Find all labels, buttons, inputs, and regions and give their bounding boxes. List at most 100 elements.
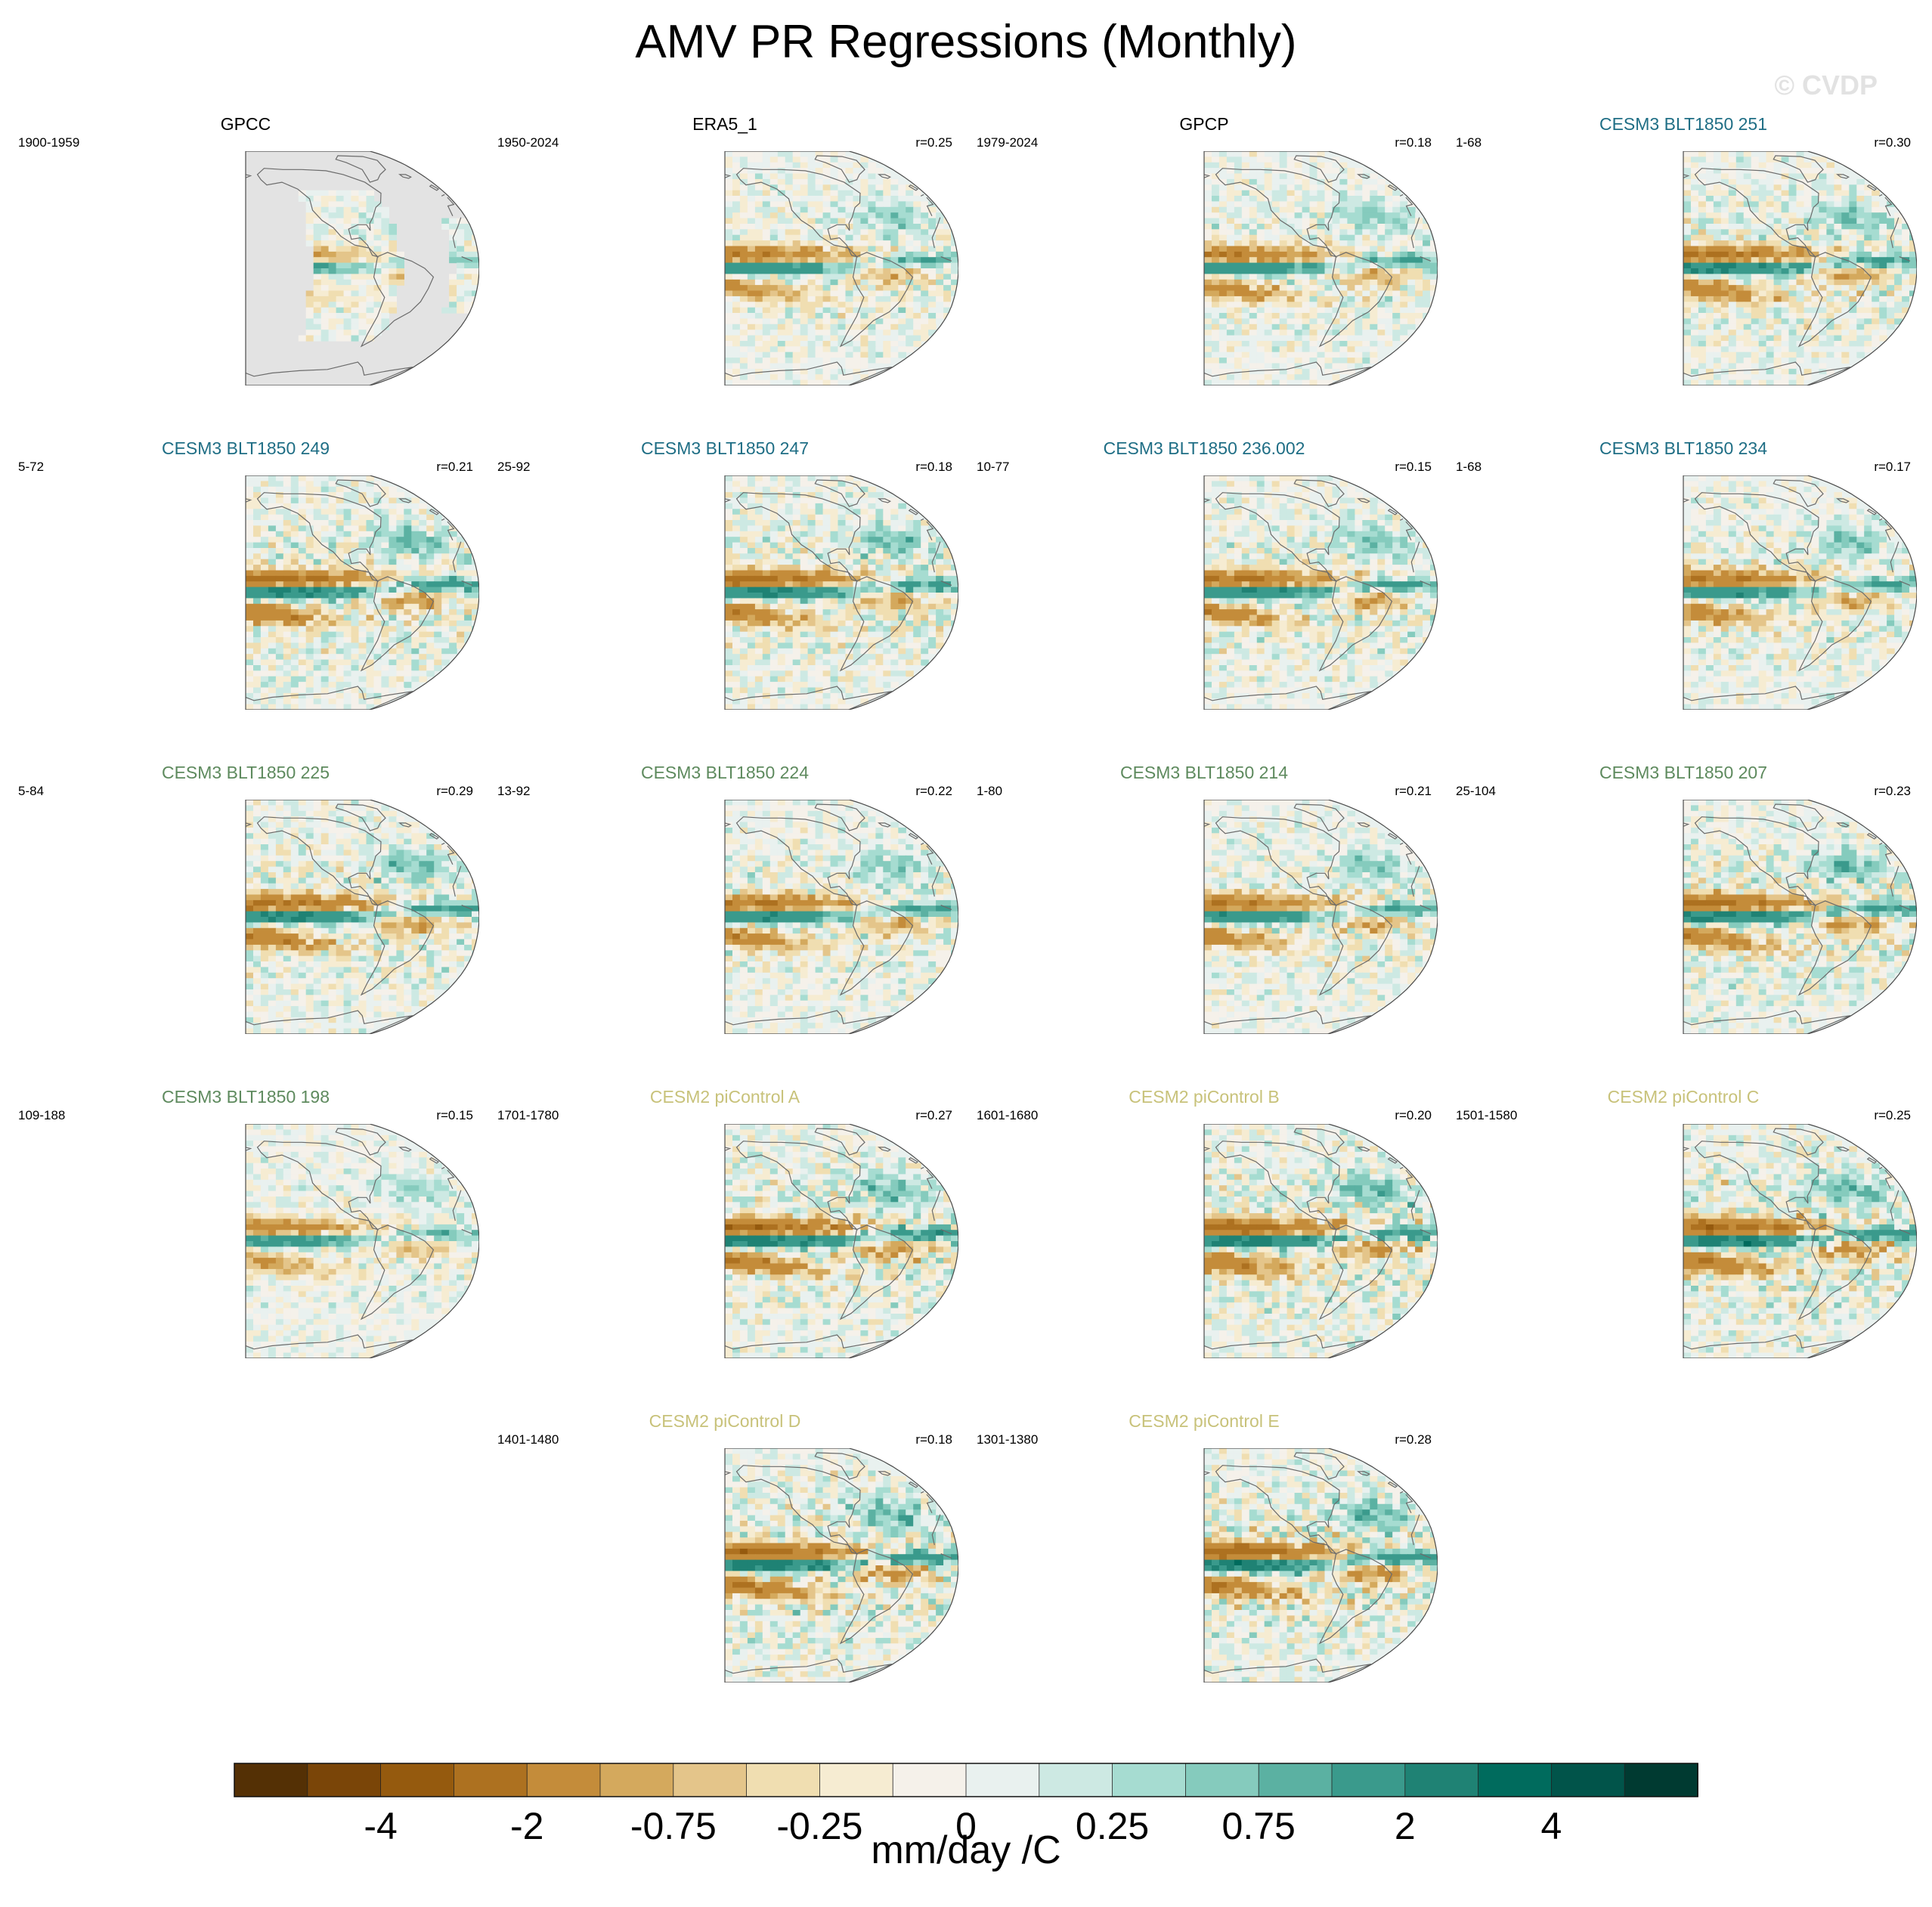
field-cell	[35, 263, 43, 269]
field-cell	[506, 257, 515, 263]
field-cell	[672, 285, 680, 291]
field-cell	[1241, 324, 1250, 330]
field-cell	[1166, 224, 1175, 230]
field-cell	[1286, 268, 1296, 274]
field-cell	[185, 218, 194, 224]
field-cell	[1054, 252, 1062, 258]
field-cell	[514, 308, 522, 314]
field-cell	[1234, 296, 1243, 302]
field-cell	[986, 218, 994, 224]
field-cell	[1076, 196, 1085, 202]
field-cell	[1016, 235, 1024, 241]
field-cell	[649, 352, 658, 358]
field-cell	[1046, 218, 1054, 224]
field-cell	[807, 240, 816, 247]
field-cell	[1106, 257, 1114, 263]
field-cell	[1061, 274, 1070, 280]
field-cell	[605, 184, 613, 190]
field-cell	[1264, 201, 1273, 208]
field-cell	[605, 196, 613, 202]
field-cell	[906, 218, 914, 224]
field-cell	[853, 335, 862, 342]
field-cell	[815, 341, 824, 347]
field-cell	[913, 268, 921, 274]
field-cell	[777, 274, 786, 280]
field-cell	[559, 336, 568, 342]
field-cell	[860, 162, 868, 169]
field-cell	[754, 240, 763, 247]
field-cell	[769, 313, 779, 319]
field-cell	[680, 280, 688, 286]
field-cell	[1385, 234, 1393, 241]
field-cell	[1234, 196, 1243, 202]
field-cell	[739, 290, 748, 297]
field-cell	[1204, 274, 1205, 280]
field-cell	[1091, 252, 1100, 258]
field-cell	[875, 290, 884, 297]
field-cell	[1016, 308, 1024, 314]
field-cell	[336, 290, 345, 297]
field-cell	[464, 290, 472, 297]
field-cell	[574, 352, 583, 358]
field-cell	[1189, 280, 1197, 286]
field-cell	[739, 206, 748, 213]
field-cell	[986, 235, 994, 241]
field-cell	[680, 174, 688, 180]
field-cell	[1204, 168, 1212, 175]
field-cell	[1023, 324, 1032, 330]
field-cell	[457, 296, 465, 302]
field-cell	[845, 262, 854, 269]
field-cell	[1294, 162, 1303, 169]
field-cell	[913, 330, 921, 336]
field-cell	[1084, 235, 1092, 241]
field-cell	[441, 307, 450, 314]
field-cell	[762, 268, 771, 274]
field-cell	[1302, 318, 1311, 325]
field-cell	[464, 240, 472, 247]
field-cell	[993, 246, 1002, 252]
field-cell	[185, 257, 194, 263]
field-cell	[868, 173, 876, 180]
field-cell	[1189, 235, 1197, 241]
field-cell	[875, 324, 884, 330]
precip-field	[491, 151, 958, 385]
field-cell	[1370, 318, 1378, 325]
field-cell	[313, 313, 322, 319]
field-cell	[1054, 235, 1062, 241]
field-cell	[1001, 235, 1009, 241]
field-cell	[1226, 184, 1235, 191]
field-cell	[1362, 313, 1370, 319]
field-cell	[65, 240, 73, 246]
field-cell	[702, 318, 711, 324]
field-cell	[170, 302, 178, 308]
field-cell	[1347, 330, 1355, 336]
field-cell	[1212, 156, 1220, 163]
field-cell	[552, 296, 560, 302]
field-cell	[800, 318, 809, 325]
field-cell	[754, 206, 763, 213]
field-cell	[815, 313, 824, 319]
field-cell	[141, 252, 149, 258]
field-cell	[396, 274, 404, 280]
field-cell	[351, 330, 360, 336]
field-cell	[1370, 196, 1378, 202]
field-cell	[1279, 173, 1288, 180]
field-cell	[875, 363, 884, 370]
field-cell	[830, 324, 839, 330]
field-cell	[1129, 168, 1137, 174]
field-cell	[491, 285, 500, 291]
field-cell	[1226, 246, 1235, 252]
field-cell	[906, 274, 914, 280]
field-cell	[1256, 290, 1265, 297]
field-cell	[672, 179, 680, 185]
field-cell	[313, 296, 322, 302]
field-cell	[634, 179, 642, 185]
field-cell	[449, 274, 457, 280]
field-cell	[890, 173, 899, 180]
field-cell	[838, 224, 847, 230]
field-cell	[1121, 207, 1129, 213]
field-cell	[838, 196, 847, 202]
field-cell	[747, 234, 756, 241]
field-cell	[978, 268, 986, 274]
field-cell	[710, 296, 718, 302]
